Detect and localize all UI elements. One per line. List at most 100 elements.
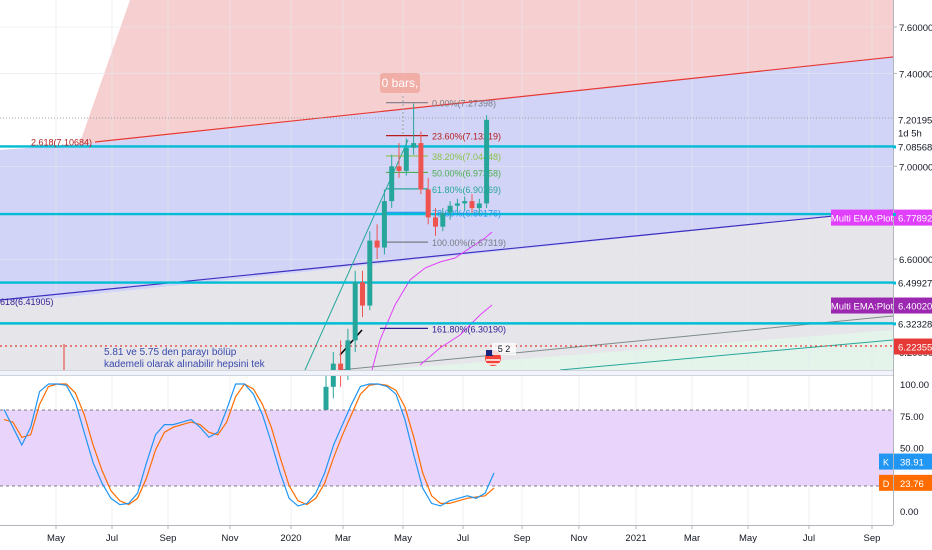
price-tick-label: 7.40000	[899, 69, 932, 80]
candle-body	[403, 147, 409, 171]
time-tick-label: 2020	[280, 533, 301, 544]
time-tick-label: May	[47, 533, 65, 544]
candle-body	[411, 143, 417, 148]
osc-d-badge	[894, 474, 932, 491]
ema-labels: Multi EMA:Plot Multi EMA:Plot	[831, 209, 894, 314]
fib-level-label: 61.80%(6.90269)	[432, 185, 501, 195]
candle-body	[374, 240, 380, 248]
osc-k-key-text: K	[883, 458, 889, 468]
price-badge-text: 6.22355	[898, 343, 932, 354]
fib-level-label: 0.00%(7.27398)	[432, 99, 496, 109]
candle-body	[447, 205, 453, 213]
osc-d-value: 23.76	[900, 479, 924, 490]
price-badge	[894, 274, 932, 291]
time-tick-label: Sep	[864, 533, 881, 544]
fan-line-arrow	[339, 329, 363, 356]
event-count-badge: 5 2	[498, 344, 511, 354]
price-tick-label: 7.00000	[899, 162, 932, 173]
stochastic-rsi-pane[interactable]	[0, 383, 893, 507]
osc-k-value: 38.91	[900, 458, 924, 469]
price-badge-text: 7.20195	[898, 115, 932, 126]
time-axis[interactable]: May Jul Sep Nov 2020 Mar May Jul Sep Nov 2021 Mar Ma…	[0, 525, 932, 550]
price-badge-text: 6.49927	[898, 279, 932, 290]
fib-extension-label: 2.618(7.10684)	[31, 137, 92, 147]
time-tick-label: Jul	[803, 533, 815, 544]
price-badge	[894, 297, 932, 314]
osc-d-key-text: D	[883, 479, 890, 489]
time-tick-label: May	[394, 533, 412, 544]
osc-k-key	[879, 453, 893, 470]
time-tick-label: Mar	[684, 533, 700, 544]
candle-body	[476, 203, 482, 209]
level-badge-marker	[893, 213, 896, 217]
fib-level-label: 78.60%(6.80176)	[432, 208, 501, 218]
oscillator-axis: 100.00 75.00 50.00 0.00 K 38.91 D 23.76	[879, 380, 932, 518]
price-badge-text: 6.40020	[898, 302, 932, 313]
annotation-line-1: 5.81 ve 5.75 den parayı bölüp	[104, 347, 237, 358]
candle-body	[440, 212, 446, 227]
candle-body	[462, 201, 468, 204]
median-channel-line	[0, 209, 894, 301]
fib-level-label: 38.20%(7.04448)	[432, 152, 501, 162]
cyan-horizontal-levels	[0, 145, 893, 325]
price-tick-label: 6.60000	[899, 255, 932, 266]
ema-label-box	[831, 297, 893, 314]
candle-body	[345, 340, 351, 376]
fib-level-label: 23.60%(7.13219)	[432, 132, 501, 142]
price-badge-text: 6.77892	[898, 214, 932, 225]
osc-tick-label: 50.00	[900, 444, 924, 455]
fibonacci-retracement[interactable]: 0.00%(7.27398) 23.60%(7.13219) 38.20%(7.04…	[0, 99, 506, 335]
candle-body	[352, 282, 358, 341]
candle-body	[418, 143, 424, 190]
osc-d-key	[879, 474, 893, 491]
time-axis-labels: May Jul Sep Nov 2020 Mar May Jul Sep Nov 2021 Mar Ma…	[47, 525, 880, 544]
price-badge	[894, 338, 932, 355]
time-tick-label: Jul	[106, 533, 118, 544]
text-annotation[interactable]: 5.81 ve 5.75 den parayı bölüp kademeli o…	[104, 347, 266, 370]
fib-level-label: 50.00%(6.97358)	[432, 168, 501, 178]
candle-body	[360, 282, 365, 306]
price-badge	[894, 138, 932, 155]
candle-body	[396, 166, 402, 171]
candle-body	[484, 119, 490, 204]
level-badge-marker	[893, 145, 896, 149]
time-tick-label: May	[739, 533, 757, 544]
annotation-line-2: kademeli olarak alınabilir hepsini tek	[104, 359, 266, 370]
lower-channel-line-1	[339, 315, 894, 371]
price-badge-text: 7.08568	[898, 142, 932, 153]
price-badge	[894, 209, 932, 226]
candle-body	[469, 201, 475, 209]
osc-band	[0, 410, 893, 486]
time-tick-label: Nov	[571, 533, 588, 544]
candle-body	[367, 240, 373, 306]
time-tick-label: Mar	[335, 533, 351, 544]
price-badge	[894, 111, 932, 128]
price-badge-text: 1d 5h	[898, 128, 922, 139]
pane-separator[interactable]	[0, 370, 932, 376]
candle-body	[323, 386, 329, 411]
osc-tick-label: 75.00	[900, 412, 924, 423]
ema-label-text: Multi EMA:Plot	[831, 302, 894, 313]
candle-body	[389, 166, 395, 202]
economic-event-flag-icon[interactable]: 5 2	[485, 343, 516, 366]
osc-tick-label: 0.00	[900, 507, 919, 518]
fib-level-label: 161.80%(6.30190)	[432, 324, 506, 334]
ema-slow-line	[419, 304, 493, 366]
time-tick-label: Nov	[222, 533, 239, 544]
upper-channel-line	[94, 56, 894, 143]
time-tick-label: Jul	[457, 533, 469, 544]
lower-channel-line-2	[559, 339, 894, 371]
time-tick-label: 2021	[625, 533, 646, 544]
ema-label-box	[831, 209, 893, 226]
pitchfork-upper-zone	[0, 0, 893, 370]
pitchfork-bottom-zone	[380, 330, 893, 370]
level-badge-marker	[893, 322, 896, 326]
price-badge	[894, 124, 932, 141]
price-badge-text: 6.32328	[898, 319, 932, 330]
candle-body	[381, 201, 387, 248]
candle-body	[338, 363, 344, 376]
